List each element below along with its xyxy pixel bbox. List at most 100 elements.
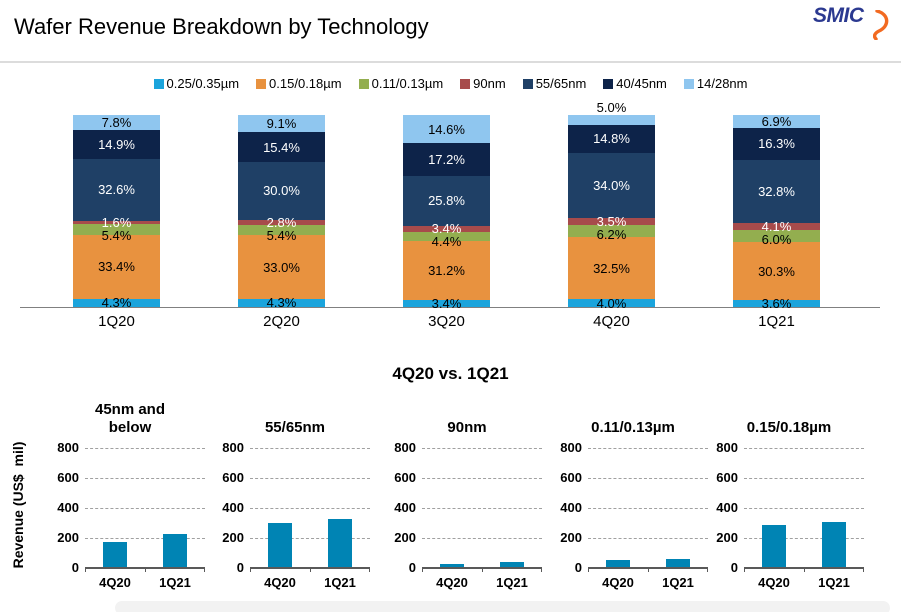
y-tick-600: 600	[57, 470, 79, 485]
category-label-1Q21: 1Q21	[758, 313, 795, 330]
x-axis-line	[20, 307, 880, 308]
gridline-400	[588, 508, 708, 509]
mini-chart-title: 55/65nm	[216, 393, 374, 438]
segment-14/28nm	[403, 115, 490, 144]
y-tick-200: 200	[560, 530, 582, 545]
category-label-4Q20: 4Q20	[593, 313, 630, 330]
mini-category-1Q21: 1Q21	[324, 575, 356, 590]
legend-swatch	[460, 78, 471, 89]
legend-swatch	[256, 78, 267, 89]
segment-0.15/0.18µm	[733, 241, 820, 301]
segment-0.11/0.13µm	[403, 232, 490, 241]
percent-label: 14.8%	[593, 131, 630, 147]
y-axis-label: Revenue (US$ mil)	[10, 441, 26, 569]
segment-0.11/0.13µm	[238, 225, 325, 236]
segment-0.15/0.18µm	[568, 236, 655, 300]
percent-label: 4.1%	[761, 218, 792, 234]
segment-40/45nm	[238, 132, 325, 163]
percent-label: 5.0%	[596, 100, 627, 115]
percent-label: 16.3%	[758, 136, 795, 152]
segment-90nm	[568, 218, 655, 225]
legend-item: 0.15/0.18µm	[256, 76, 342, 91]
segment-55/65nm	[73, 158, 160, 222]
axis-tickmark	[85, 568, 86, 572]
axis-tickmark	[707, 568, 708, 572]
segment-0.11/0.13µm	[73, 224, 160, 235]
axis-tickmark	[204, 568, 205, 572]
y-tick-600: 600	[222, 470, 244, 485]
mini-chart-title: 45nm and below	[51, 393, 209, 438]
mini-plot-area	[744, 448, 864, 572]
segment-40/45nm	[403, 143, 490, 177]
mini-category-1Q21: 1Q21	[159, 575, 191, 590]
legend-label: 0.25/0.35µm	[166, 76, 240, 91]
mini-bar-1Q21	[500, 562, 524, 568]
gridline-600	[744, 478, 864, 479]
percent-label: 30.0%	[263, 183, 300, 199]
mini-category-4Q20: 4Q20	[602, 575, 634, 590]
percent-label: 3.4%	[431, 221, 462, 237]
y-tick-800: 800	[394, 440, 416, 455]
smic-logo: SMIC	[813, 2, 891, 40]
gridline-200	[250, 538, 370, 539]
mini-chart-title: 0.11/0.13µm	[554, 393, 712, 438]
percent-label: 25.8%	[428, 193, 465, 209]
segment-14/28nm	[238, 115, 325, 133]
segment-55/65nm	[403, 176, 490, 226]
mini-category-1Q21: 1Q21	[818, 575, 850, 590]
legend-item: 55/65nm	[522, 76, 586, 91]
percent-label: 4.4%	[431, 234, 462, 250]
axis-tickmark	[588, 568, 589, 572]
mini-plot-area	[422, 448, 542, 572]
y-tick-200: 200	[716, 530, 738, 545]
segment-40/45nm	[73, 129, 160, 159]
gridline-800	[85, 448, 205, 449]
segment-90nm	[733, 222, 820, 231]
segment-14/28nm	[73, 115, 160, 130]
gridline-200	[588, 538, 708, 539]
y-tick-600: 600	[560, 470, 582, 485]
legend-item: 40/45nm	[603, 76, 667, 91]
mini-plot-area	[85, 448, 205, 572]
y-tick-800: 800	[57, 440, 79, 455]
y-tick-400: 400	[57, 500, 79, 515]
percent-label: 31.2%	[428, 263, 465, 279]
segment-0.25/0.35µm	[403, 300, 490, 307]
gridline-400	[422, 508, 542, 509]
percent-label: 3.4%	[431, 296, 462, 312]
mini-category-1Q21: 1Q21	[662, 575, 694, 590]
mini-chart-0.11/0.13µm: 0.11/0.13µm 0 200 400 600 800 4Q20 1Q21	[554, 393, 712, 598]
mini-bar-4Q20	[606, 559, 630, 568]
smic-logo-text: SMIC	[813, 4, 864, 27]
gridline-600	[85, 478, 205, 479]
axis-tickmark	[648, 568, 649, 572]
smic-swoosh-icon	[873, 10, 889, 40]
gridline-600	[250, 478, 370, 479]
y-tick-800: 800	[716, 440, 738, 455]
axis-tickmark	[541, 568, 542, 572]
stacked-bar-4Q20: 5.0% 14.8% 34.0% 3.5% 6.2% 32.5% 4.0%	[568, 101, 655, 310]
mini-category-1Q21: 1Q21	[496, 575, 528, 590]
mini-chart-title-text: 45nm and below	[94, 400, 166, 437]
axis-tickmark	[369, 568, 370, 572]
legend-swatch	[683, 78, 694, 89]
mini-bar-1Q21	[822, 522, 846, 568]
percent-label: 5.4%	[101, 228, 132, 244]
segment-0.25/0.35µm	[73, 298, 160, 307]
y-tick-400: 400	[716, 500, 738, 515]
segment-40/45nm	[733, 128, 820, 160]
gridline-200	[422, 538, 542, 539]
percent-label: 17.2%	[428, 152, 465, 168]
y-tick-200: 200	[57, 530, 79, 545]
y-tick-800: 800	[222, 440, 244, 455]
segment-0.11/0.13µm	[733, 230, 820, 242]
percent-label: 33.4%	[98, 259, 135, 275]
segment-55/65nm	[733, 159, 820, 223]
y-tick-400: 400	[394, 500, 416, 515]
y-tick-0: 0	[408, 560, 416, 575]
axis-tickmark	[863, 568, 864, 572]
percent-label: 15.4%	[263, 139, 300, 155]
y-tick-800: 800	[560, 440, 582, 455]
percent-label: 7.8%	[101, 114, 132, 130]
legend-label: 0.11/0.13µm	[371, 76, 444, 91]
